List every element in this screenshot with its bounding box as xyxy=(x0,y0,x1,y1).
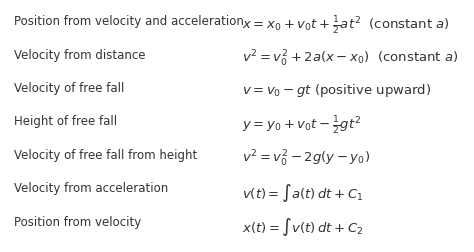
Text: $y = y_0 + v_0 t - \frac{1}{2}gt^2$: $y = y_0 + v_0 t - \frac{1}{2}gt^2$ xyxy=(242,115,361,137)
Text: Height of free fall: Height of free fall xyxy=(14,115,118,128)
Text: $x = x_0 + v_0 t + \frac{1}{2}at^2$  (constant $a$): $x = x_0 + v_0 t + \frac{1}{2}at^2$ (con… xyxy=(242,15,450,37)
Text: Velocity of free fall: Velocity of free fall xyxy=(14,82,125,94)
Text: $v(t) = \int a(t)\,dt + C_1$: $v(t) = \int a(t)\,dt + C_1$ xyxy=(242,181,363,203)
Text: Position from velocity: Position from velocity xyxy=(14,215,141,228)
Text: Velocity from acceleration: Velocity from acceleration xyxy=(14,181,168,194)
Text: Velocity of free fall from height: Velocity of free fall from height xyxy=(14,148,198,161)
Text: $v = v_0 - gt$ (positive upward): $v = v_0 - gt$ (positive upward) xyxy=(242,82,431,99)
Text: $x(t) = \int v(t)\,dt + C_2$: $x(t) = \int v(t)\,dt + C_2$ xyxy=(242,215,363,237)
Text: $v^2 = v_0^2 + 2a(x - x_0)$  (constant $a$): $v^2 = v_0^2 + 2a(x - x_0)$ (constant $a… xyxy=(242,48,458,68)
Text: Position from velocity and acceleration: Position from velocity and acceleration xyxy=(14,15,244,28)
Text: $v^2 = v_0^2 - 2g(y - y_0)$: $v^2 = v_0^2 - 2g(y - y_0)$ xyxy=(242,148,370,168)
Text: Velocity from distance: Velocity from distance xyxy=(14,48,146,61)
